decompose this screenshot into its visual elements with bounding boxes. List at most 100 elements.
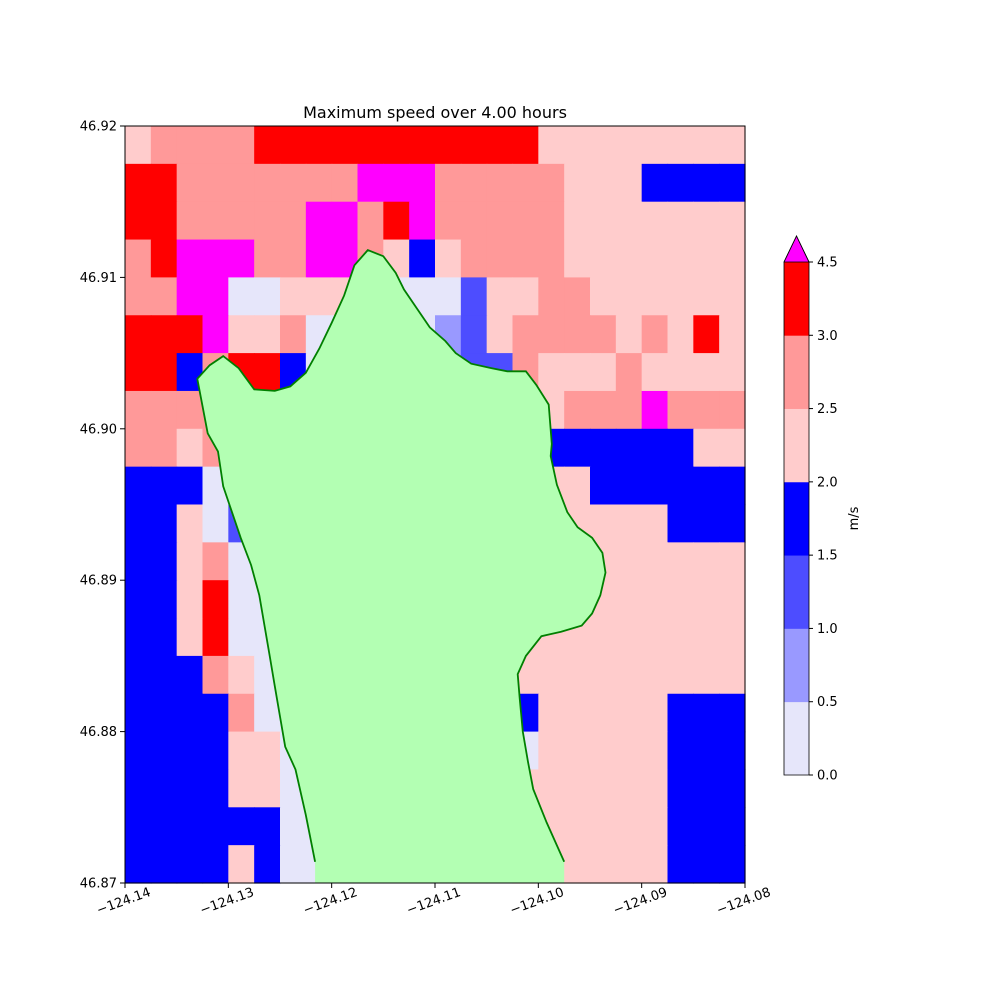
heatmap-cell [228,693,255,733]
heatmap-cell [254,277,281,316]
heatmap-cell [719,239,746,278]
heatmap-cell [280,315,307,354]
heatmap-cell [254,353,281,392]
heatmap-cell [719,655,746,695]
heatmap-cell [538,731,565,771]
heatmap-cell [719,580,746,619]
heatmap-cell [357,163,384,203]
heatmap-cell [228,580,255,619]
heatmap-cell [667,201,694,241]
heatmap-cell [254,769,281,808]
heatmap-cell [254,315,281,354]
heatmap-cell [538,239,565,278]
heatmap-cell [719,353,746,392]
heatmap-cell [228,807,255,846]
heatmap-cell [693,466,720,506]
heatmap-cell [176,277,204,316]
heatmap-cell [615,807,643,846]
heatmap-cell [176,315,204,354]
heatmap-cell [176,807,204,846]
y-tick-label: 46.88 [80,725,117,740]
heatmap-cell [590,731,617,771]
colorbar-tick-label: 0.5 [817,695,838,710]
heatmap-cell [202,201,229,241]
heatmap-cell [693,655,720,695]
heatmap-cell [125,731,152,771]
heatmap-cell [615,542,643,581]
heatmap-cell [150,277,178,316]
heatmap-cell [125,239,152,278]
colorbar-segment [784,335,809,409]
heatmap-cell [667,693,694,733]
heatmap-cell [641,428,669,468]
heatmap-cell [150,731,178,771]
heatmap-cell [615,466,643,506]
heatmap-cell [150,807,178,846]
heatmap-cell [564,807,591,846]
heatmap-cell [150,315,178,354]
colorbar-segment [784,701,809,776]
heatmap-cell [615,655,643,695]
heatmap-cell [615,239,643,278]
heatmap-cell [176,655,204,695]
heatmap-cell [512,239,539,278]
heatmap-cell [564,655,591,695]
heatmap-cell [693,239,720,278]
heatmap-cell [202,126,229,165]
heatmap-cell [564,390,591,430]
heatmap-cell [667,769,694,808]
heatmap-cell [641,390,669,430]
heatmap-cell [590,655,617,695]
heatmap-cell [125,163,152,203]
heatmap-cell [667,542,694,581]
heatmap-cell [280,807,307,846]
heatmap-cell [150,655,178,695]
heatmap-cell [176,201,204,241]
heatmap-cell [564,277,591,316]
heatmap-cell [693,807,720,846]
heatmap-cell [150,580,178,619]
heatmap-cell [202,618,229,657]
heatmap-cell [435,201,462,241]
heatmap-cell [590,315,617,354]
heatmap-cell [176,845,204,884]
heatmap-cell [150,693,178,733]
heatmap-cell [719,693,746,733]
heatmap-cell [667,428,694,468]
heatmap-cell [538,315,565,354]
heatmap-cell [564,315,591,354]
heatmap-cell [150,201,178,241]
heatmap-cell [176,504,204,543]
heatmap-cell [615,390,643,430]
heatmap-cell [486,239,514,278]
heatmap-cell [202,845,229,884]
heatmap-cell [254,239,281,278]
heatmap-cell [693,845,720,884]
colorbar-tick-label: 3.0 [817,329,838,344]
heatmap-cell [150,466,178,506]
colorbar-segment [784,262,809,336]
heatmap-cell [176,731,204,771]
heatmap-cell [667,580,694,619]
heatmap-cell [615,769,643,808]
heatmap-cell [667,504,694,543]
heatmap-cell [460,201,488,241]
heatmap-cell [719,618,746,657]
heatmap-cell [538,201,565,241]
heatmap-cell [590,769,617,808]
x-axis: −124.14 −124.13 −124.12 −124.11 −124.10 −124.… [95,883,773,918]
heatmap-cell [641,807,669,846]
heatmap-cell [150,390,178,430]
heatmap-cell [460,277,488,316]
heatmap-cell [590,126,617,165]
heatmap-cell [719,542,746,581]
heatmap-cell [305,277,333,316]
heatmap-cell [409,239,436,278]
heatmap-cell [202,731,229,771]
heatmap-cell [176,693,204,733]
heatmap-cell [538,655,565,695]
heatmap-cell [538,769,565,808]
heatmap-cell [486,201,514,241]
heatmap-cell [228,315,255,354]
